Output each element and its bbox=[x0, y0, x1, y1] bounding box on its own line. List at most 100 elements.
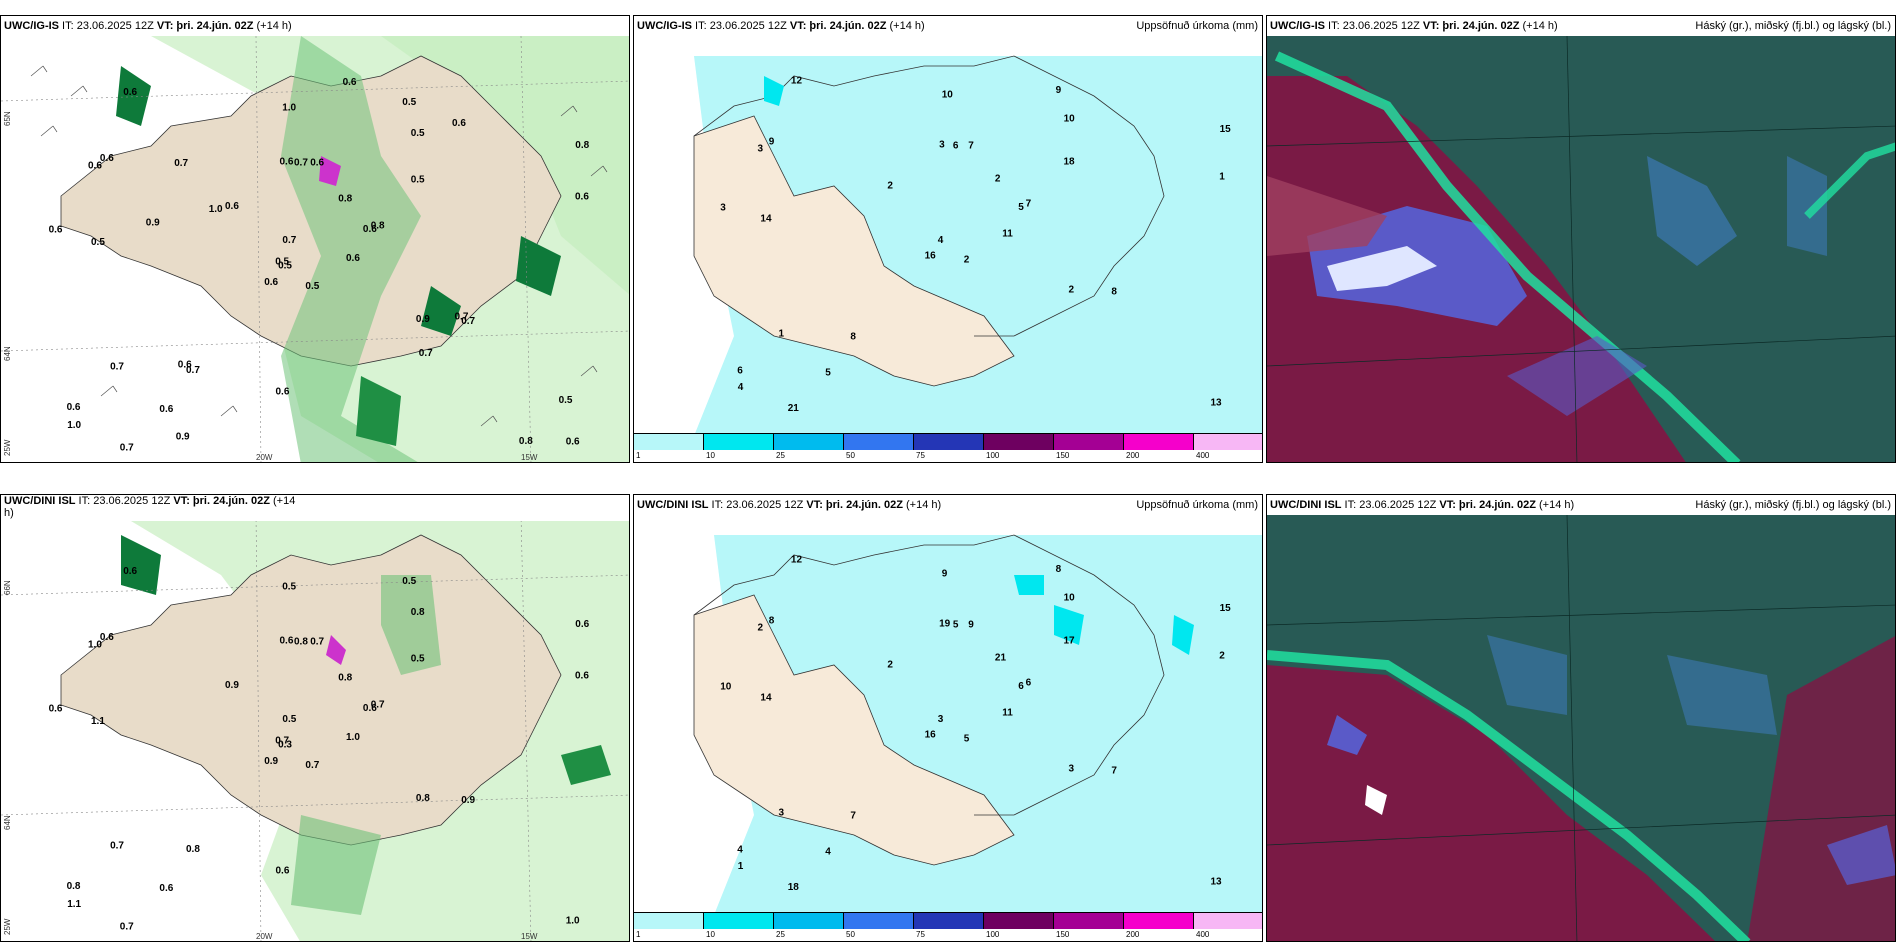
value-label: 7 bbox=[968, 140, 974, 151]
colorbar-tick-label: 25 bbox=[776, 930, 785, 939]
value-label: 0.8 bbox=[67, 881, 81, 892]
value-label: 7 bbox=[850, 810, 856, 821]
value-label: 0.7 bbox=[371, 700, 385, 711]
colorbar-tick-label: 50 bbox=[846, 451, 855, 460]
panel-header: UWC/DINI ISL IT: 23.06.2025 12Z VT: þri.… bbox=[1, 495, 629, 521]
value-label: 0.6 bbox=[363, 703, 377, 714]
value-label: 0.6 bbox=[264, 277, 278, 288]
value-label: 0.6 bbox=[159, 404, 173, 415]
value-label: 0.6 bbox=[100, 153, 114, 164]
cloud-panel-igis: UWC/IG-IS IT: 23.06.2025 12Z VT: þri. 24… bbox=[1266, 15, 1896, 463]
value-label: 0.3 bbox=[278, 739, 292, 750]
value-label: 3 bbox=[938, 714, 944, 725]
value-label: 21 bbox=[788, 403, 800, 414]
value-label: 18 bbox=[1064, 156, 1076, 167]
value-label: 0.6 bbox=[159, 883, 173, 894]
value-label: 0.5 bbox=[402, 576, 416, 587]
map-canvas: 0.50.60.50.60.60.70.50.60.50.60.60.60.50… bbox=[1, 36, 629, 462]
value-labels: 5234678910111213141516171819213214567891… bbox=[720, 555, 1231, 894]
colorbar-tick-label: 25 bbox=[776, 451, 785, 460]
colorbar-swatch bbox=[1054, 913, 1124, 929]
value-label: 9 bbox=[942, 569, 948, 580]
value-label: 14 bbox=[760, 693, 772, 704]
value-label: 1 bbox=[738, 861, 744, 872]
value-label: 0.9 bbox=[225, 680, 239, 691]
colorbar-swatch bbox=[844, 434, 914, 450]
value-label: 5 bbox=[964, 733, 970, 744]
colorbar-tick-label: 75 bbox=[916, 930, 925, 939]
value-label: 1.1 bbox=[67, 899, 81, 910]
value-label: 0.7 bbox=[186, 365, 200, 376]
value-label: 12 bbox=[791, 76, 803, 87]
colorbar-tick-label: 400 bbox=[1196, 451, 1210, 460]
colorbar-tick-label: 10 bbox=[706, 930, 715, 939]
value-label: 8 bbox=[769, 615, 775, 626]
value-label: 0.5 bbox=[275, 256, 289, 267]
value-label: 2 bbox=[995, 174, 1001, 185]
colorbar-swatch bbox=[704, 434, 774, 450]
value-label: 4 bbox=[737, 845, 743, 856]
value-label: 0.6 bbox=[123, 566, 137, 577]
value-label: 7 bbox=[1111, 766, 1117, 777]
colorbar-tick-label: 50 bbox=[846, 930, 855, 939]
value-label: 0.9 bbox=[264, 756, 278, 767]
lon-label: 20W bbox=[256, 453, 273, 462]
value-label: 0.8 bbox=[186, 844, 200, 855]
lon-label: 20W bbox=[256, 932, 273, 941]
panel-header: UWC/DINI ISL IT: 23.06.2025 12Z VT: þri.… bbox=[634, 495, 1262, 515]
value-label: 0.6 bbox=[280, 156, 294, 167]
lon-label: 25W bbox=[3, 918, 12, 935]
map-canvas: 5234678910111213141516171819213214567891… bbox=[634, 515, 1262, 915]
value-label: 0.6 bbox=[49, 225, 63, 236]
value-label: 1.0 bbox=[67, 420, 81, 431]
value-label: 0.6 bbox=[575, 192, 589, 203]
value-label: 1.0 bbox=[88, 640, 102, 651]
colorbar-tick-label: 150 bbox=[1056, 930, 1070, 939]
value-label: 5 bbox=[953, 620, 959, 631]
precip-panel-dini: UWC/DINI ISL IT: 23.06.2025 12Z VT: þri.… bbox=[633, 494, 1263, 942]
value-label: 0.8 bbox=[411, 607, 425, 618]
value-label: 0.5 bbox=[282, 714, 296, 725]
colorbar-tick-label: 200 bbox=[1126, 930, 1140, 939]
value-label: 5 bbox=[825, 367, 831, 378]
value-label: 0.7 bbox=[294, 158, 308, 169]
value-label: 0.5 bbox=[559, 395, 573, 406]
value-label: 16 bbox=[925, 251, 937, 262]
value-label: 0.6 bbox=[343, 77, 357, 88]
value-label: 0.6 bbox=[363, 224, 377, 235]
value-label: 10 bbox=[942, 90, 954, 101]
colorbar-swatch bbox=[1124, 434, 1194, 450]
value-label: 0.7 bbox=[174, 158, 188, 169]
value-label: 0.9 bbox=[146, 218, 160, 229]
value-label: 0.7 bbox=[120, 443, 134, 454]
panel-header: UWC/IG-IS IT: 23.06.2025 12Z VT: þri. 24… bbox=[1267, 16, 1895, 36]
value-label: 0.6 bbox=[100, 632, 114, 643]
value-label: 2 bbox=[1069, 284, 1075, 295]
value-label: 6 bbox=[1026, 678, 1032, 689]
wind-precip-panel-igis: UWC/IG-IS IT: 23.06.2025 12Z VT: þri. 24… bbox=[0, 15, 630, 463]
map-canvas: 0.71.00.30.80.60.80.50.70.81.00.61.01.10… bbox=[1, 515, 629, 941]
value-label: 0.7 bbox=[305, 760, 319, 771]
value-label: 0.5 bbox=[411, 654, 425, 665]
value-label: 2 bbox=[1219, 651, 1225, 662]
value-label: 11 bbox=[1002, 229, 1013, 240]
value-label: 4 bbox=[738, 382, 744, 393]
precip-panel-igis: UWC/IG-IS IT: 23.06.2025 12Z VT: þri. 24… bbox=[633, 15, 1263, 463]
lat-label: 66N bbox=[3, 580, 12, 595]
value-label: 6 bbox=[737, 366, 743, 377]
value-label: 17 bbox=[1064, 635, 1076, 646]
value-label: 0.5 bbox=[402, 97, 416, 108]
value-label: 1.1 bbox=[91, 716, 105, 727]
value-label: 0.6 bbox=[123, 87, 137, 98]
value-label: 2 bbox=[964, 254, 970, 265]
value-label: 19 bbox=[939, 618, 951, 629]
value-label: 0.7 bbox=[310, 636, 324, 647]
value-label: 21 bbox=[995, 653, 1007, 664]
value-label: 0.5 bbox=[411, 128, 425, 139]
colorbar-swatch bbox=[634, 913, 704, 929]
value-label: 0.9 bbox=[416, 314, 430, 325]
value-label: 8 bbox=[1056, 564, 1062, 575]
precip-colorbar: 1 10 25 50 75 100 150 200 400 bbox=[634, 433, 1262, 462]
value-label: 3 bbox=[939, 139, 945, 150]
value-label: 0.7 bbox=[275, 735, 289, 746]
